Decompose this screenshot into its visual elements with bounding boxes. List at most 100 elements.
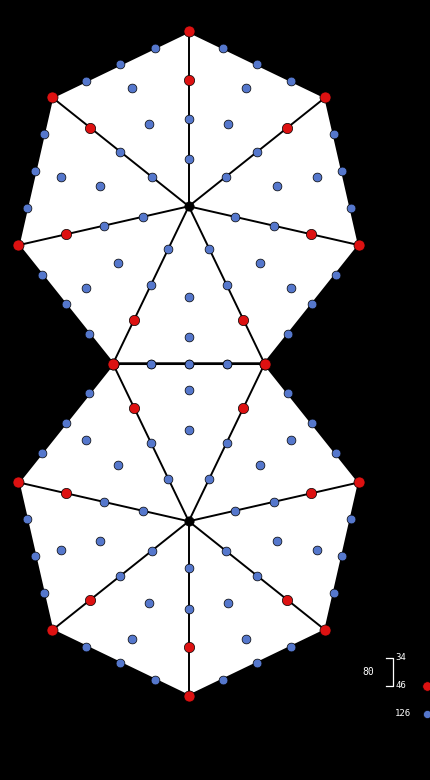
Point — [147, 357, 154, 370]
Point — [206, 243, 213, 255]
Point — [185, 357, 192, 370]
Point — [117, 58, 124, 71]
Point — [284, 122, 291, 134]
Point — [339, 165, 346, 178]
Point — [223, 436, 230, 448]
Point — [332, 268, 339, 281]
Point — [23, 202, 30, 215]
Point — [225, 118, 232, 130]
Point — [242, 633, 249, 646]
Point — [270, 495, 277, 508]
Point — [322, 91, 329, 104]
Point — [185, 690, 192, 702]
Point — [63, 228, 70, 240]
Point — [83, 433, 90, 445]
Point — [147, 436, 154, 448]
Point — [185, 112, 192, 125]
Point — [15, 476, 22, 488]
Polygon shape — [18, 31, 359, 363]
Point — [49, 91, 55, 104]
Polygon shape — [18, 363, 359, 696]
Point — [146, 597, 153, 609]
Point — [274, 180, 281, 193]
Point — [185, 384, 192, 396]
Point — [423, 707, 430, 720]
Point — [49, 624, 55, 636]
Point — [185, 200, 192, 212]
Point — [185, 424, 192, 437]
Point — [97, 535, 104, 548]
Point — [139, 211, 146, 223]
Point — [274, 535, 281, 548]
Point — [131, 402, 138, 414]
Point — [225, 597, 232, 609]
Point — [322, 624, 329, 636]
Point — [147, 357, 154, 370]
Point — [339, 550, 346, 562]
Point — [206, 473, 213, 485]
Point — [288, 282, 295, 294]
Point — [185, 641, 192, 654]
Point — [39, 268, 46, 281]
Text: 126: 126 — [395, 709, 411, 718]
Point — [313, 544, 320, 557]
Point — [129, 82, 135, 94]
Point — [313, 171, 320, 183]
Point — [223, 357, 230, 370]
Point — [87, 122, 94, 134]
Point — [86, 328, 93, 340]
Point — [222, 171, 229, 183]
Point — [139, 505, 146, 517]
Point — [270, 219, 277, 232]
Point — [231, 211, 238, 223]
Point — [256, 257, 263, 269]
Point — [219, 673, 226, 686]
Point — [86, 387, 93, 399]
Point — [146, 118, 153, 130]
Point — [117, 569, 124, 582]
Point — [100, 495, 107, 508]
Point — [332, 446, 339, 459]
Point — [285, 387, 292, 399]
Point — [23, 513, 30, 526]
Point — [40, 128, 47, 140]
Point — [129, 633, 135, 646]
Point — [185, 562, 192, 575]
Point — [288, 433, 295, 445]
Point — [110, 357, 117, 370]
Point — [222, 544, 229, 557]
Text: 46: 46 — [395, 681, 406, 690]
Point — [356, 239, 362, 251]
Point — [151, 673, 158, 686]
Point — [254, 657, 261, 669]
Point — [165, 473, 172, 485]
Point — [63, 487, 70, 499]
Point — [288, 640, 295, 653]
Point — [131, 314, 138, 326]
Point — [254, 146, 261, 158]
Point — [114, 257, 121, 269]
Point — [285, 328, 292, 340]
Point — [347, 202, 354, 215]
Point — [114, 459, 121, 471]
Point — [308, 487, 315, 499]
Point — [284, 594, 291, 606]
Point — [261, 357, 268, 370]
Point — [254, 569, 261, 582]
Point — [83, 75, 90, 87]
Text: 34: 34 — [395, 653, 406, 662]
Point — [39, 446, 46, 459]
Point — [151, 41, 158, 54]
Point — [117, 146, 124, 158]
Point — [288, 75, 295, 87]
Point — [308, 298, 315, 310]
Point — [347, 513, 354, 526]
Point — [83, 282, 90, 294]
Point — [185, 515, 192, 527]
Point — [185, 357, 192, 370]
Text: 80: 80 — [362, 667, 374, 676]
Point — [223, 278, 230, 291]
Point — [58, 544, 64, 557]
Point — [330, 587, 337, 600]
Point — [165, 243, 172, 255]
